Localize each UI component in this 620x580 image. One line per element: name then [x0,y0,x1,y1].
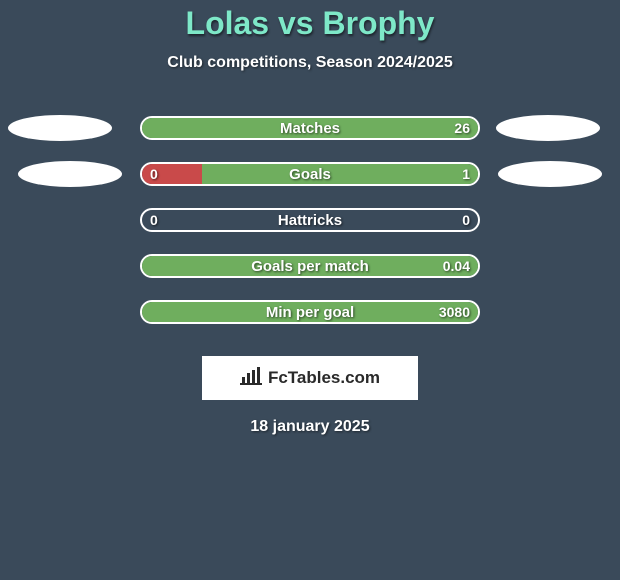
stat-value-left: 0 [150,164,158,184]
bar-fill-right [142,118,478,138]
stat-row: 0 0Hattricks [0,204,620,250]
stat-value-right: 3080 [439,302,470,322]
stat-bar: 3080Min per goal [140,300,480,324]
stat-value-right: 0 [462,210,470,230]
stat-bar: 0.04Goals per match [140,254,480,278]
bar-fill-right [202,164,478,184]
player-marker-left [8,115,112,141]
stats-infographic: Lolas vs Brophy Club competitions, Seaso… [0,0,620,436]
stat-row: 3080Min per goal [0,296,620,342]
player-marker-left [18,161,122,187]
stat-label: Hattricks [142,210,478,230]
stat-row: 01Goals [0,158,620,204]
stat-value-left: 0 [150,210,158,230]
player-marker-right [498,161,602,187]
stats-rows: 26Matches01Goals00Hattricks0.04Goals per… [0,112,620,342]
bar-chart-icon [240,367,262,390]
player-marker-right [496,115,600,141]
brand-badge[interactable]: FcTables.com [202,356,418,400]
bar-fill-right [142,302,478,322]
stat-bar: 0 0Hattricks [140,208,480,232]
stat-value-right: 26 [454,118,470,138]
footer-date: 18 january 2025 [0,418,620,436]
bar-fill-right [142,256,478,276]
brand-text: FcTables.com [268,368,380,388]
stat-row: 0.04Goals per match [0,250,620,296]
stat-value-right: 0.04 [443,256,470,276]
page-subtitle: Club competitions, Season 2024/2025 [0,54,620,72]
stat-row: 26Matches [0,112,620,158]
stat-value-right: 1 [462,164,470,184]
stat-bar: 26Matches [140,116,480,140]
page-title: Lolas vs Brophy [0,5,620,42]
stat-bar: 01Goals [140,162,480,186]
